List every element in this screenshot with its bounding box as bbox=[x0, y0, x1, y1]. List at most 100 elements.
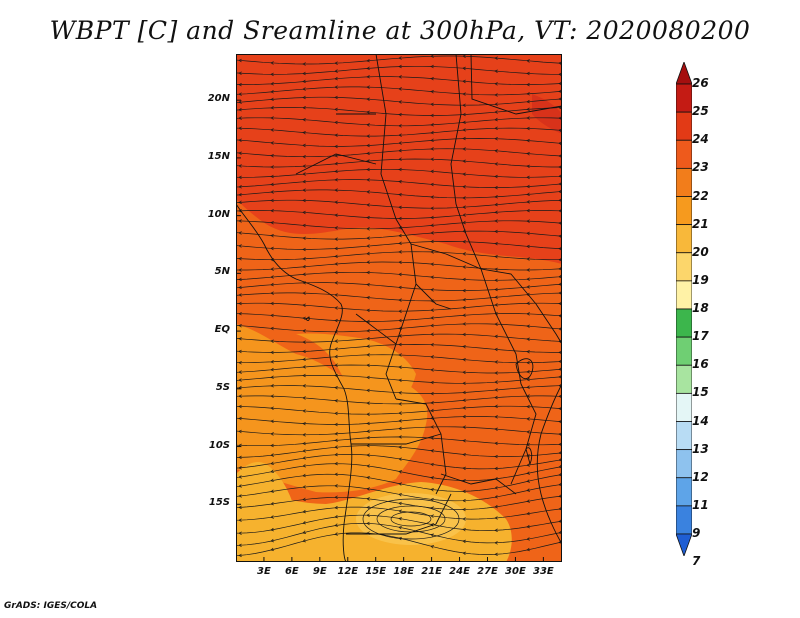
streamline-arrow bbox=[526, 430, 530, 434]
colorbar-segment bbox=[676, 336, 692, 366]
streamline-arrow bbox=[270, 97, 274, 102]
streamline-arrow bbox=[366, 236, 370, 240]
streamline-arrow bbox=[270, 478, 274, 483]
streamline-arrow bbox=[494, 202, 498, 207]
streamline-arrow bbox=[494, 466, 498, 471]
streamline-arrow bbox=[526, 99, 530, 104]
streamline-arrow bbox=[238, 256, 242, 261]
streamline-arrow bbox=[462, 507, 466, 512]
streamline-arrow bbox=[430, 391, 434, 396]
streamline-arrow bbox=[494, 311, 498, 316]
colorbar-label: 17 bbox=[692, 329, 709, 344]
streamline-arrow bbox=[238, 231, 242, 235]
streamline-arrow bbox=[398, 509, 402, 513]
streamline-arrow bbox=[430, 157, 434, 162]
colorbar-label: 19 bbox=[692, 272, 709, 287]
streamline-arrow bbox=[430, 250, 434, 254]
streamline-arrow bbox=[302, 421, 306, 426]
streamline-arrow bbox=[558, 359, 562, 364]
streamline-arrow bbox=[270, 208, 274, 213]
streamline-arrow bbox=[558, 482, 562, 487]
streamline-arrow bbox=[526, 312, 530, 316]
streamline-arrow bbox=[430, 76, 434, 81]
colorbar-segment bbox=[676, 196, 692, 226]
colorbar-label: 18 bbox=[692, 301, 709, 315]
streamline-arrow bbox=[430, 323, 434, 328]
streamline-arrow bbox=[558, 327, 562, 331]
streamline-arrow bbox=[366, 282, 370, 287]
streamline-arrow bbox=[302, 264, 306, 269]
streamline-arrow bbox=[494, 254, 498, 259]
streamline-arrow bbox=[526, 268, 530, 272]
streamline-arrow bbox=[366, 513, 370, 518]
streamline-arrow bbox=[526, 59, 530, 63]
streamline-arrow bbox=[302, 357, 306, 362]
colorbar-label: 26 bbox=[692, 76, 709, 90]
lat-tick-label: 5N bbox=[214, 266, 230, 278]
streamline-arrow bbox=[366, 59, 370, 63]
lon-tick-label: 30E bbox=[505, 566, 526, 577]
streamline-arrow bbox=[366, 319, 370, 324]
streamline-arrow bbox=[334, 213, 338, 217]
streamline-arrow bbox=[462, 213, 466, 217]
lon-tick-label: 9E bbox=[312, 566, 327, 577]
streamline-arrow bbox=[526, 71, 530, 76]
streamline-arrow bbox=[430, 223, 434, 228]
streamline-arrow bbox=[494, 93, 498, 97]
lat-tick-label: 10N bbox=[207, 208, 230, 220]
streamline-arrow bbox=[334, 133, 338, 137]
streamline-arrow bbox=[494, 102, 498, 106]
streamline-arrow bbox=[430, 380, 434, 385]
streamline-arrow bbox=[494, 267, 498, 271]
colorbar-label: 22 bbox=[692, 188, 709, 203]
colorbar-label: 20 bbox=[692, 244, 709, 259]
streamline-arrow bbox=[302, 272, 306, 277]
streamline-arrow bbox=[494, 486, 498, 490]
streamline-arrow bbox=[494, 82, 498, 86]
streamline-arrow bbox=[494, 110, 498, 114]
streamline-arrow bbox=[430, 332, 434, 337]
streamline-arrow bbox=[526, 463, 530, 467]
streamline-arrow bbox=[526, 337, 530, 341]
streamline-arrow bbox=[494, 404, 498, 409]
streamline-arrow bbox=[430, 533, 434, 537]
streamline-arrow bbox=[238, 378, 242, 382]
streamline-arrow bbox=[526, 511, 530, 516]
streamline-arrow bbox=[334, 120, 338, 125]
streamline-arrow bbox=[494, 552, 498, 557]
streamline-arrow bbox=[302, 329, 306, 333]
streamline-arrow bbox=[462, 172, 466, 176]
streamline-arrow bbox=[270, 527, 274, 532]
streamline-arrow bbox=[462, 466, 466, 471]
streamline-arrow bbox=[494, 117, 498, 122]
streamline-arrow bbox=[366, 75, 370, 79]
lon-tick-label: 3E bbox=[257, 566, 271, 577]
wbpt-anticyclone-core bbox=[356, 493, 466, 545]
streamline-arrow bbox=[270, 547, 274, 552]
colorbar-segment bbox=[676, 280, 692, 310]
streamline-arrow bbox=[398, 517, 402, 521]
streamline-arrow bbox=[366, 203, 370, 207]
streamline-arrow bbox=[558, 507, 562, 511]
streamline-arrow bbox=[430, 487, 434, 492]
streamline-arrow bbox=[366, 363, 370, 368]
streamline-arrow bbox=[366, 375, 370, 380]
streamline-arrow bbox=[430, 147, 434, 151]
streamline-arrow bbox=[430, 523, 435, 527]
streamline-arrow bbox=[462, 313, 466, 317]
streamline-arrow bbox=[462, 498, 466, 503]
colorbar-label: 25 bbox=[692, 104, 709, 119]
streamline-arrow bbox=[270, 182, 274, 187]
streamline-arrow bbox=[462, 265, 466, 269]
streamline-arrow bbox=[558, 234, 562, 238]
streamline-arrow bbox=[334, 61, 338, 65]
streamline-arrow bbox=[302, 172, 306, 176]
streamline-arrow bbox=[302, 179, 306, 184]
wbpt-region-24-25 bbox=[532, 94, 562, 134]
streamline-arrow bbox=[494, 149, 498, 153]
streamline-arrow bbox=[238, 484, 242, 488]
streamline-arrow bbox=[366, 260, 370, 264]
streamline-arrow bbox=[334, 363, 338, 367]
streamline-arrow bbox=[558, 367, 562, 371]
streamline-arrow bbox=[430, 299, 434, 303]
